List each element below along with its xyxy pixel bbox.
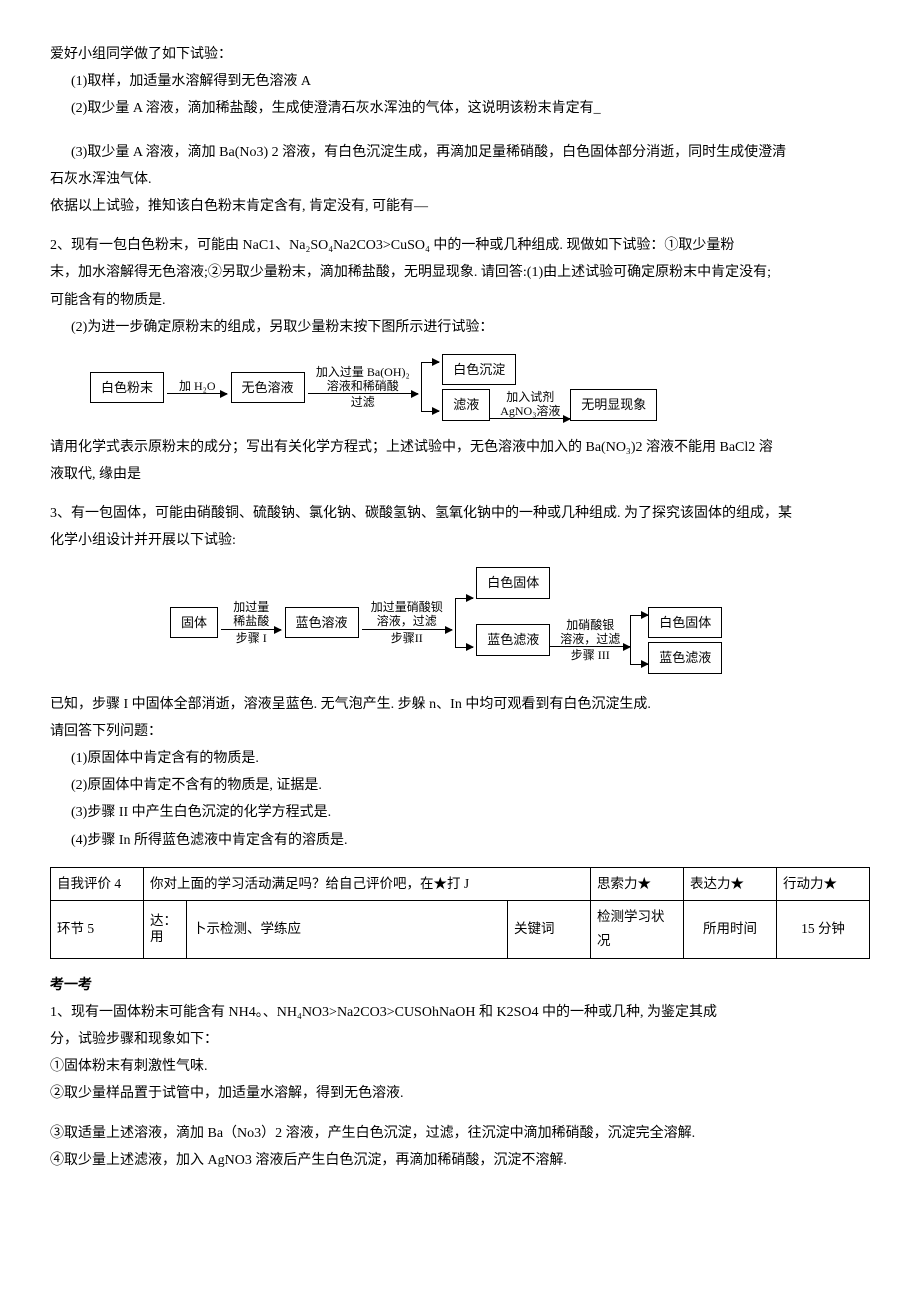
eval-r1c1: 自我评价 4 <box>51 867 144 900</box>
flow2-box-white2: 白色固体 <box>648 607 722 638</box>
q2-p1: 2、现有一包白色粉末，可能由 NaC1、Na₂SO₄Na2CO3>CuSO₄ 中… <box>50 233 870 258</box>
flow-diagram-1: 白色粉末 加 H₂O 无色溶液 加入过量 Ba(OH)₂ 溶液和稀硝酸 过滤 白… <box>90 350 870 425</box>
eval-r2c7: 15 分钟 <box>777 901 870 959</box>
flow1-arrow2b: 溶液和稀硝酸 <box>308 379 418 393</box>
eval-r2c5: 检测学习状况 <box>591 901 684 959</box>
flow1-box-filtrate: 滤液 <box>442 389 490 420</box>
evaluation-table: 自我评价 4 你对上面的学习活动满足吗？给自己评价吧，在★打 J 思索力★ 表达… <box>50 867 870 959</box>
flow1-box-white-precip: 白色沉淀 <box>442 354 516 385</box>
exam-i2: ②取少量样品置于试管中，加适量水溶解，得到无色溶液. <box>50 1081 870 1106</box>
q3-i3: (3)步骤 II 中产生白色沉淀的化学方程式是. <box>50 800 870 825</box>
flow2-a1a: 加过量 <box>221 600 281 614</box>
eval-r1c2: 你对上面的学习活动满足吗？给自己评价吧，在★打 J <box>144 867 591 900</box>
flow2-a2b: 溶液，过滤 <box>362 614 452 628</box>
flow2-box-white1: 白色固体 <box>476 567 550 598</box>
eval-r2c3: 卜示检测、学练应 <box>187 901 508 959</box>
flow1-arrow2a: 加入过量 Ba(OH)₂ <box>308 365 418 379</box>
flow2-box-bluefilt: 蓝色滤液 <box>476 624 550 655</box>
flow-diagram-2: 固体 加过量 稀盐酸 步骤 I 蓝色溶液 加过量硝酸钡 溶液，过滤 步骤II 白… <box>170 563 870 681</box>
eval-r1c4: 表达力★ <box>684 867 777 900</box>
q3-p1: 3、有一包固体，可能由硝酸铜、硫酸钠、氯化钠、碳酸氢钠、氢氧化钠中的一种或几种组… <box>50 501 870 526</box>
intro-line: 爱好小组同学做了如下试验： <box>50 42 870 67</box>
q2-p3: 可能含有的物质是. <box>50 288 870 313</box>
flow1-arrow2c: 过滤 <box>308 395 418 409</box>
exam-p2: 分，试验步骤和现象如下： <box>50 1027 870 1052</box>
q2-after1: 请用化学式表示原粉末的成分；写出有关化学方程式；上述试验中，无色溶液中加入的 B… <box>50 435 870 460</box>
exam-i1: ①固体粉末有刺激性气味. <box>50 1054 870 1079</box>
eval-r1c3: 思索力★ <box>591 867 684 900</box>
flow1-box-no-change: 无明显现象 <box>570 389 657 420</box>
flow2-a1b: 稀盐酸 <box>221 614 281 628</box>
exam-i4: ④取少量上述滤液，加入 AgNO3 溶液后产生白色沉淀，再滴加稀硝酸，沉淀不溶解… <box>50 1148 870 1173</box>
flow2-box-bluefilt2: 蓝色滤液 <box>648 642 722 673</box>
q2-p4: (2)为进一步确定原粉末的组成，另取少量粉末按下图所示进行试验： <box>50 315 870 340</box>
flow2-a2c: 步骤II <box>362 631 452 645</box>
intro-conclude: 依据以上试验，推知该白色粉末肯定含有, 肯定没有, 可能有— <box>50 194 870 219</box>
q2-p2: 末，加水溶解得无色溶液;②另取少量粉末，滴加稀盐酸，无明显现象. 请回答:(1)… <box>50 260 870 285</box>
eval-r1c5: 行动力★ <box>777 867 870 900</box>
exam-p1: 1、现有一固体粉末可能含有 NH4。、NH₄NO3>Na2CO3>CUSOhNa… <box>50 1000 870 1025</box>
flow1-arrow-h2o: 加 H₂O <box>167 379 227 393</box>
flow2-a3c: 步骤 III <box>550 648 630 662</box>
q3-i1: (1)原固体中肯定含有的物质是. <box>50 746 870 771</box>
flow1-arrow3b: AgNO₃溶液 <box>490 404 570 418</box>
q3-p2: 化学小组设计并开展以下试验: <box>50 528 870 553</box>
q3-after2: 请回答下列问题： <box>50 719 870 744</box>
intro-item-3b: 石灰水浑浊气体. <box>50 167 870 192</box>
flow2-a2a: 加过量硝酸钡 <box>362 600 452 614</box>
intro-item-2: (2)取少量 A 溶液，滴加稀盐酸，生成使澄清石灰水浑浊的气体，这说明该粉末肯定… <box>50 96 870 121</box>
flow1-box-powder: 白色粉末 <box>90 372 164 403</box>
exam-title: 考一考 <box>50 973 870 998</box>
q3-i4: (4)步骤 In 所得蓝色滤液中肯定含有的溶质是. <box>50 828 870 853</box>
flow1-arrow3a: 加入试剂 <box>490 390 570 404</box>
q2-after2: 液取代, 缘由是 <box>50 462 870 487</box>
eval-r2c1: 环节 5 <box>51 901 144 959</box>
q3-i2: (2)原固体中肯定不含有的物质是, 证据是. <box>50 773 870 798</box>
q3-after1: 已知，步骤 I 中固体全部消逝，溶液呈蓝色. 无气泡产生. 步躲 n、In 中均… <box>50 692 870 717</box>
eval-r2c6: 所用时间 <box>684 901 777 959</box>
flow2-a1c: 步骤 I <box>221 631 281 645</box>
flow2-box-blue: 蓝色溶液 <box>285 607 359 638</box>
flow2-a3a: 加硝酸银 <box>550 618 630 632</box>
flow2-a3b: 溶液，过滤 <box>550 632 630 646</box>
eval-r2c4: 关键词 <box>508 901 591 959</box>
flow2-box-solid: 固体 <box>170 607 218 638</box>
intro-item-1: (1)取样，加适量水溶解得到无色溶液 A <box>50 69 870 94</box>
eval-r2c2: 达：用 <box>144 901 187 959</box>
flow1-box-solution: 无色溶液 <box>231 372 305 403</box>
exam-i3: ③取适量上述溶液，滴加 Ba（No3）2 溶液，产生白色沉淀，过滤，往沉淀中滴加… <box>50 1121 870 1146</box>
intro-item-3a: (3)取少量 A 溶液，滴加 Ba(No3) 2 溶液，有白色沉淀生成，再滴加足… <box>50 140 870 165</box>
